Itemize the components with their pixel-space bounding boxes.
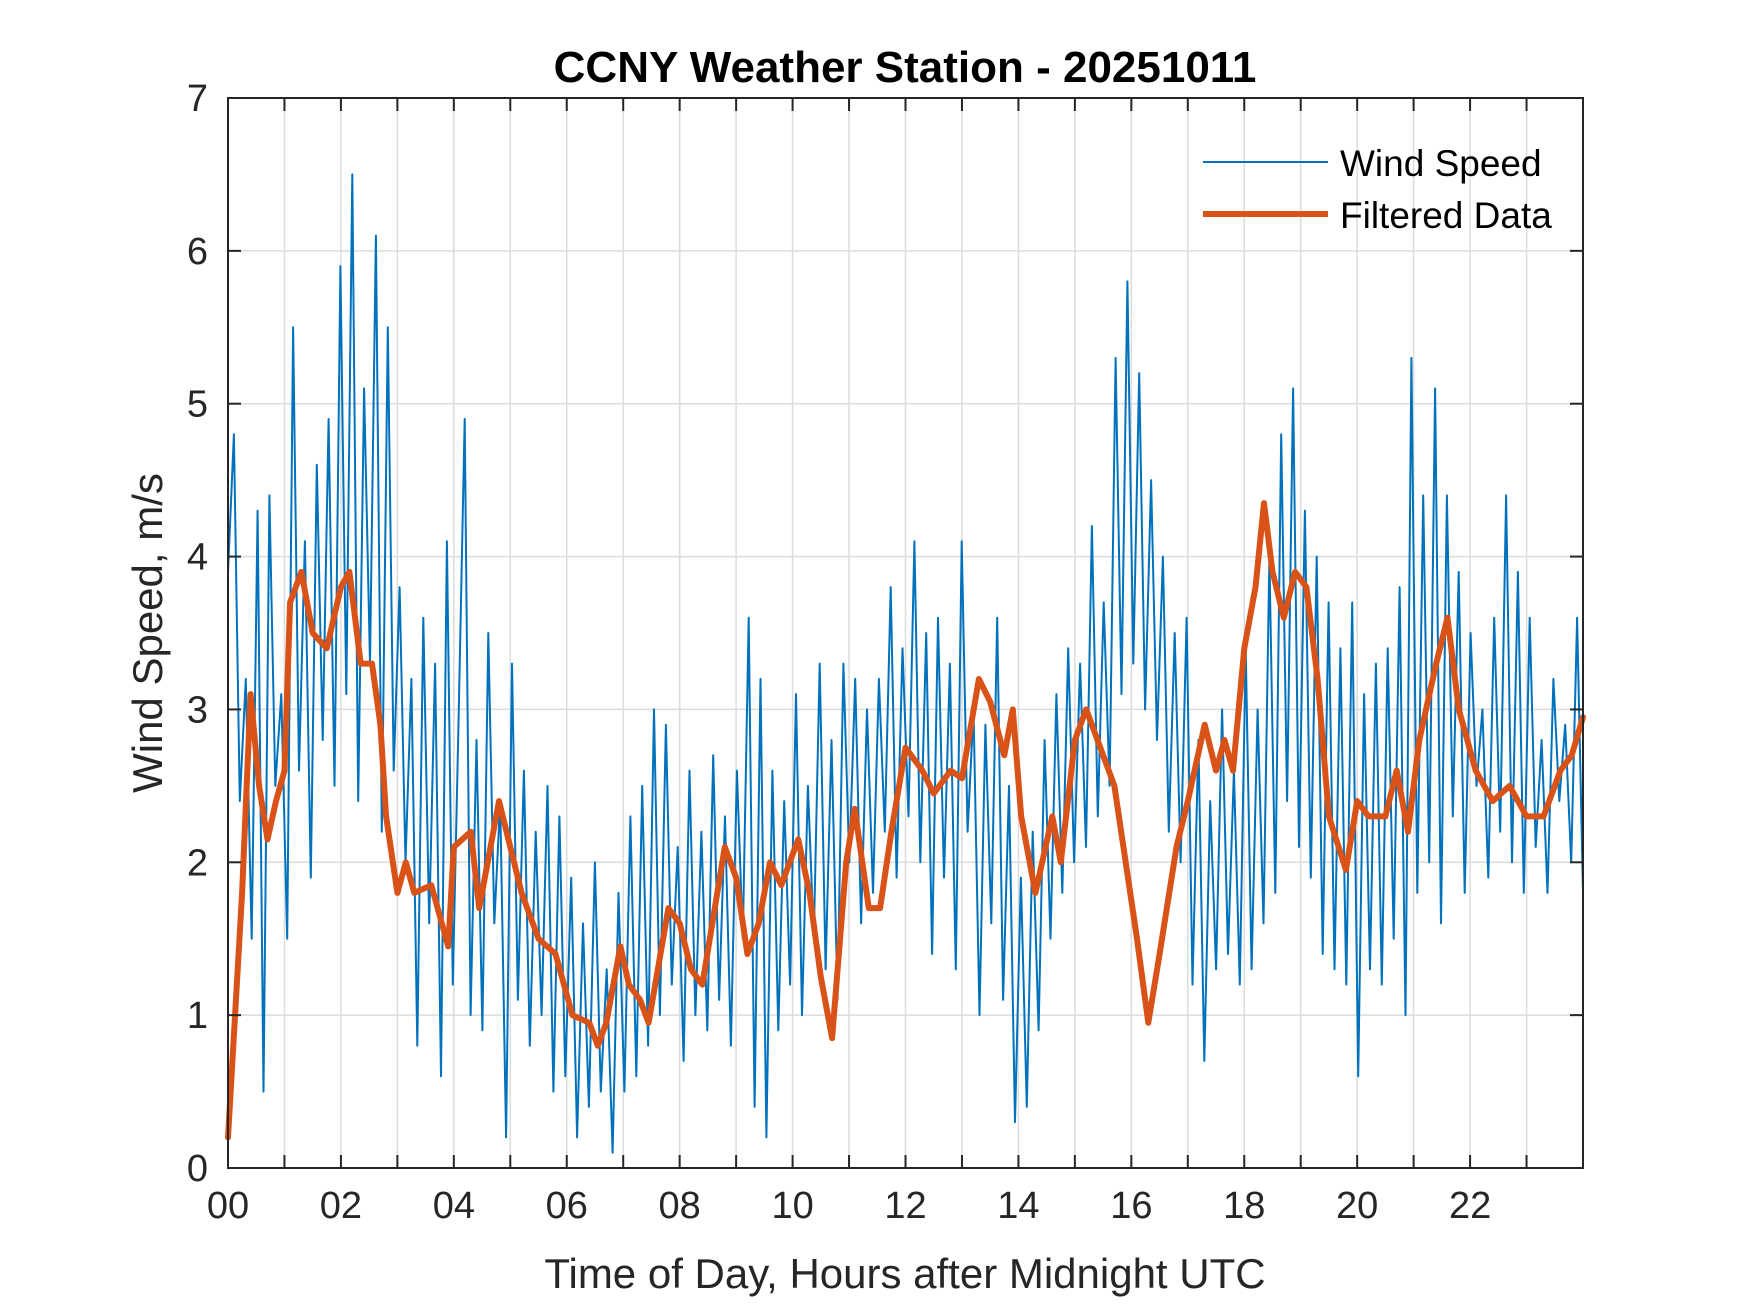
x-tick-label: 20 (1336, 1185, 1378, 1227)
x-tick-label: 22 (1449, 1185, 1491, 1227)
y-tick-label: 6 (187, 231, 208, 273)
y-tick-label: 5 (187, 384, 208, 426)
series-filtered-data (225, 500, 1586, 1141)
legend: Wind Speed Filtered Data (1203, 143, 1552, 236)
y-axis-label: Wind Speed, m/s (124, 473, 171, 793)
y-tick-label: 1 (187, 995, 208, 1037)
x-tick-label: 18 (1223, 1185, 1265, 1227)
filtered-data-line (225, 500, 1586, 1141)
series-wind-speed (227, 173, 1584, 1154)
x-tick-label: 04 (433, 1185, 475, 1227)
y-tick-label: 3 (187, 689, 208, 731)
x-tick-label: 12 (884, 1185, 926, 1227)
legend-label-filtered-data: Filtered Data (1340, 195, 1552, 236)
y-tick-label: 7 (187, 78, 208, 120)
x-axis-label: Time of Day, Hours after Midnight UTC (544, 1250, 1265, 1297)
x-tick-label: 06 (546, 1185, 588, 1227)
legend-label-wind-speed: Wind Speed (1340, 143, 1542, 184)
y-tick-label: 4 (187, 537, 208, 579)
x-tick-label: 08 (659, 1185, 701, 1227)
ticks (227, 97, 1584, 1169)
y-tick-label: 2 (187, 842, 208, 884)
x-tick-label: 14 (997, 1185, 1039, 1227)
wind-speed-line (227, 173, 1584, 1154)
x-tick-label: 02 (320, 1185, 362, 1227)
y-tick-label: 0 (187, 1148, 208, 1190)
chart-title: CCNY Weather Station - 20251011 (554, 43, 1257, 92)
y-tick-labels: 0 1 2 3 4 5 6 7 (187, 78, 208, 1190)
x-tick-label: 10 (771, 1185, 813, 1227)
x-tick-label: 16 (1110, 1185, 1152, 1227)
x-tick-labels: 00 02 04 06 08 10 12 14 16 18 20 22 (207, 1185, 1491, 1227)
x-tick-label: 00 (207, 1185, 249, 1227)
grid (228, 98, 1583, 1168)
